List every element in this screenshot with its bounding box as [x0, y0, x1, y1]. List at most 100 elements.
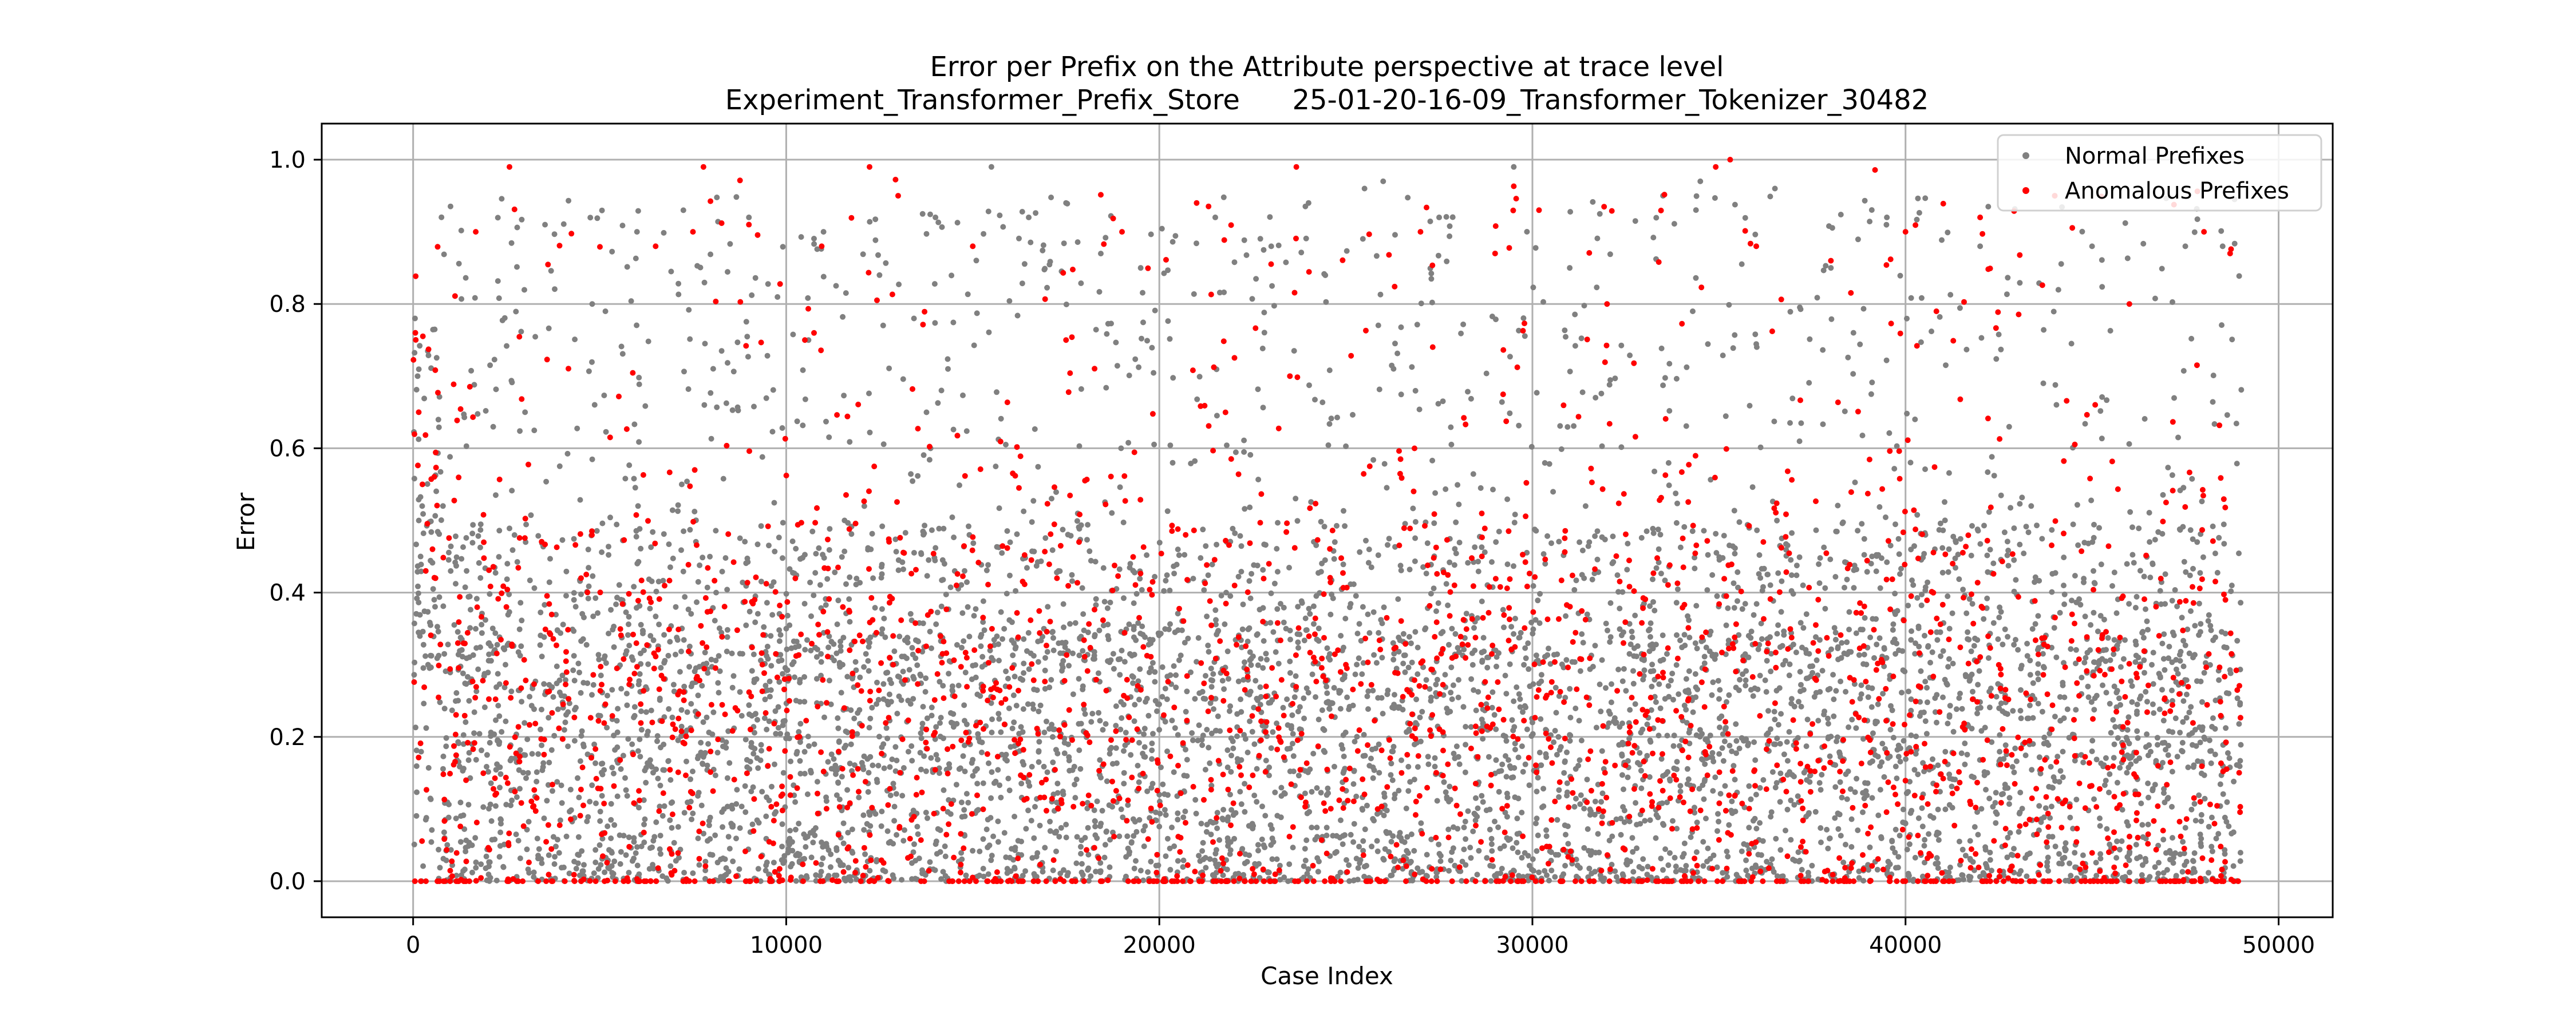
data-point	[2201, 229, 2207, 235]
x-tick-label: 20000	[1123, 932, 1196, 958]
legend-marker-normal	[2022, 152, 2029, 159]
legend-box	[1997, 134, 2322, 212]
data-point	[988, 164, 994, 170]
data-point	[933, 214, 939, 220]
data-point	[1977, 243, 1984, 249]
data-point	[466, 698, 472, 704]
legend: Normal Prefixes Anomalous Prefixes	[1997, 134, 2322, 212]
y-tick-label: 0.8	[269, 291, 306, 318]
data-point	[1305, 200, 1311, 206]
data-point	[653, 243, 659, 249]
data-point	[2089, 748, 2095, 754]
data-point	[1977, 214, 1984, 220]
data-point	[578, 575, 584, 581]
data-point	[1119, 229, 1125, 235]
data-point	[1026, 214, 1032, 220]
data-point	[2219, 243, 2226, 249]
data-points	[410, 157, 2245, 885]
x-tick-label: 10000	[750, 932, 823, 958]
data-point	[503, 604, 509, 610]
data-point	[2227, 250, 2233, 256]
plot-frame	[321, 122, 2334, 918]
legend-label-anomalous: Anomalous Prefixes	[2065, 178, 2289, 204]
data-point	[1828, 258, 1834, 264]
data-point	[425, 661, 431, 668]
x-tick-label: 0	[406, 932, 420, 958]
data-point	[1268, 243, 1274, 249]
data-point	[1212, 214, 1218, 220]
data-point	[783, 625, 789, 632]
legend-marker-anomalous	[2022, 187, 2029, 194]
chart-title: Error per Prefix on the Attribute perspe…	[930, 51, 1724, 83]
data-point	[419, 481, 425, 488]
y-axis-label: Error	[232, 492, 260, 551]
data-point	[1511, 164, 1517, 170]
data-point	[1753, 243, 1760, 249]
data-point	[1492, 250, 1498, 256]
data-point	[440, 503, 446, 509]
y-tick-label: 0.2	[269, 724, 306, 751]
data-point	[2182, 243, 2188, 249]
scatter-cloud	[411, 193, 2245, 885]
data-point	[1287, 373, 1293, 379]
legend-label-normal: Normal Prefixes	[2065, 143, 2245, 169]
y-tick-label: 0.4	[269, 580, 306, 607]
y-tick-label: 1.0	[269, 147, 306, 173]
series-anomalous-prefixes	[410, 157, 2243, 885]
data-point	[690, 229, 696, 235]
x-tick-label: 50000	[2242, 932, 2315, 958]
data-point	[634, 229, 640, 235]
data-point	[412, 330, 418, 336]
data-point	[596, 842, 603, 848]
data-point	[455, 640, 461, 646]
x-tick-label: 30000	[1496, 932, 1568, 958]
data-point	[522, 409, 528, 415]
data-point	[432, 575, 438, 581]
data-point	[1194, 200, 1200, 206]
data-point	[2089, 243, 2095, 249]
data-point	[746, 214, 752, 220]
data-point	[1231, 878, 1237, 884]
data-point	[895, 193, 901, 199]
data-point	[414, 373, 421, 379]
axis-ticks: 0 10000 20000 30000 40000 50000 0.0 0.2 0.4 0.6 0.…	[269, 147, 2315, 958]
chart-subtitle: Experiment_Transformer_Prefix_Store 25-0…	[725, 84, 1929, 116]
data-point	[1727, 157, 1733, 163]
data-point	[1436, 214, 1443, 220]
data-point	[1902, 821, 1909, 827]
data-point	[589, 301, 595, 307]
x-tick-label: 40000	[1869, 932, 1942, 958]
data-point	[876, 272, 883, 278]
data-point	[820, 229, 827, 235]
y-tick-label: 0.0	[269, 869, 306, 895]
data-point	[2126, 878, 2132, 884]
series-normal-prefixes	[411, 164, 2245, 885]
data-point	[1361, 185, 1368, 192]
data-point	[858, 878, 864, 884]
data-point	[746, 221, 752, 228]
data-point	[417, 553, 424, 560]
data-point	[1884, 214, 1890, 220]
data-point	[1678, 878, 1685, 884]
data-point	[412, 315, 418, 322]
data-point	[1137, 265, 1144, 271]
data-point	[1380, 178, 1386, 184]
data-point	[1828, 265, 1834, 271]
data-point	[1697, 178, 1704, 184]
data-point	[802, 337, 808, 343]
y-tick-label: 0.6	[269, 435, 306, 462]
data-point	[1343, 661, 1349, 668]
data-point	[1529, 719, 1535, 726]
data-point	[1567, 265, 1573, 271]
data-point	[1902, 229, 1909, 235]
data-point	[678, 481, 685, 488]
data-point	[2126, 301, 2132, 307]
data-point	[1063, 337, 1069, 343]
data-point	[1772, 185, 1778, 192]
data-point	[416, 409, 422, 415]
x-axis-label: Case Index	[1261, 962, 1393, 990]
data-point	[970, 243, 976, 249]
data-point	[1063, 200, 1069, 206]
data-point	[1417, 229, 1424, 235]
